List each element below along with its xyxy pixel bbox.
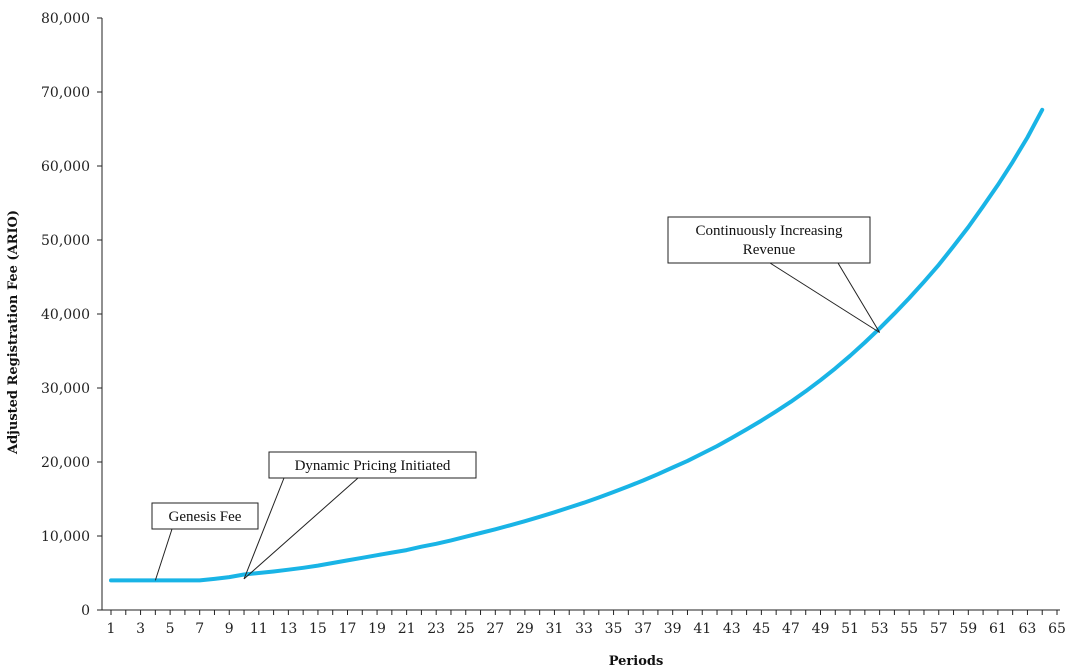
x-tick-label: 13	[279, 621, 297, 637]
annotation-box	[667, 216, 871, 264]
y-tick-label: 40,000	[41, 307, 90, 323]
x-tick-label: 43	[723, 621, 741, 637]
x-tick-label: 37	[634, 621, 652, 637]
x-axis: 1 3 5 7 9 11 13 15 17 19 21 23 25 27 29 31 33 35 37 39 41 43 4…	[102, 609, 1066, 637]
y-axis-title: Adjusted Registration Fee (ARIO)	[6, 210, 21, 455]
x-tick-label: 23	[427, 621, 445, 637]
annotation-callout: Genesis Fee	[151, 502, 259, 581]
x-tick-label: 31	[546, 621, 564, 637]
y-tick-label: 50,000	[41, 233, 90, 249]
x-tick-label: 65	[1048, 621, 1066, 637]
annotation-leader-line	[243, 477, 285, 580]
y-tick-label: 70,000	[41, 85, 90, 101]
x-tick-label: 27	[486, 621, 504, 637]
annotation-callout: Continuously Increasing Revenue	[667, 216, 881, 333]
x-tick-label: 41	[693, 621, 711, 637]
x-tick-label: 63	[1019, 621, 1037, 637]
x-tick-label: 47	[782, 621, 800, 637]
y-tick-label: 20,000	[41, 455, 90, 471]
y-tick-label: 60,000	[41, 159, 90, 175]
x-tick-label: 15	[309, 621, 327, 637]
x-tick-label: 29	[516, 621, 534, 637]
x-tick-label: 51	[841, 621, 859, 637]
annotation-leader-line	[837, 262, 881, 333]
x-tick-label: 7	[195, 621, 204, 637]
series-group	[109, 107, 1045, 583]
x-tick-label: 57	[930, 621, 948, 637]
x-tick-label: 59	[959, 621, 977, 637]
annotation-text: Dynamic Pricing Initiated	[295, 458, 451, 474]
series-line	[109, 107, 1045, 583]
x-tick-label: 39	[664, 621, 682, 637]
x-tick-label: 61	[989, 621, 1007, 637]
annotation-text: Revenue	[743, 242, 796, 258]
annotation-leader-line	[154, 528, 173, 581]
x-tick-label: 3	[136, 621, 145, 637]
x-tick-label: 33	[575, 621, 593, 637]
x-tick-label: 45	[752, 621, 770, 637]
x-tick-label: 17	[339, 621, 357, 637]
x-tick-label: 19	[368, 621, 386, 637]
annotation-leader-line	[769, 262, 880, 333]
y-tick-label: 10,000	[41, 529, 90, 545]
x-tick-label: 11	[250, 621, 268, 637]
x-tick-label: 49	[812, 621, 830, 637]
y-tick-label: 80,000	[41, 11, 90, 27]
x-tick-label: 9	[225, 621, 234, 637]
annotation-box	[268, 451, 477, 479]
x-tick-label: 35	[605, 621, 623, 637]
annotation-box	[151, 502, 259, 530]
annotation-text: Genesis Fee	[169, 509, 242, 525]
x-tick-label: 21	[398, 621, 416, 637]
x-tick-label: 55	[900, 621, 918, 637]
annotations: Genesis Fee Dynamic Pricing Initiated Cont…	[151, 216, 881, 581]
x-axis-title: Periods	[609, 654, 664, 669]
annotation-callout: Dynamic Pricing Initiated	[243, 451, 477, 580]
y-tick-label: 0	[81, 603, 90, 619]
y-tick-label: 30,000	[41, 381, 90, 397]
x-tick-label: 25	[457, 621, 475, 637]
annotation-text: Continuously Increasing	[695, 223, 843, 239]
x-tick-label: 1	[107, 621, 116, 637]
x-tick-label: 5	[166, 621, 175, 637]
annotation-leader-line	[243, 477, 359, 580]
y-axis: 0 10,000 20,000 30,000 40,000 50,000 60,000 70,…	[41, 11, 103, 619]
x-tick-label: 53	[871, 621, 889, 637]
